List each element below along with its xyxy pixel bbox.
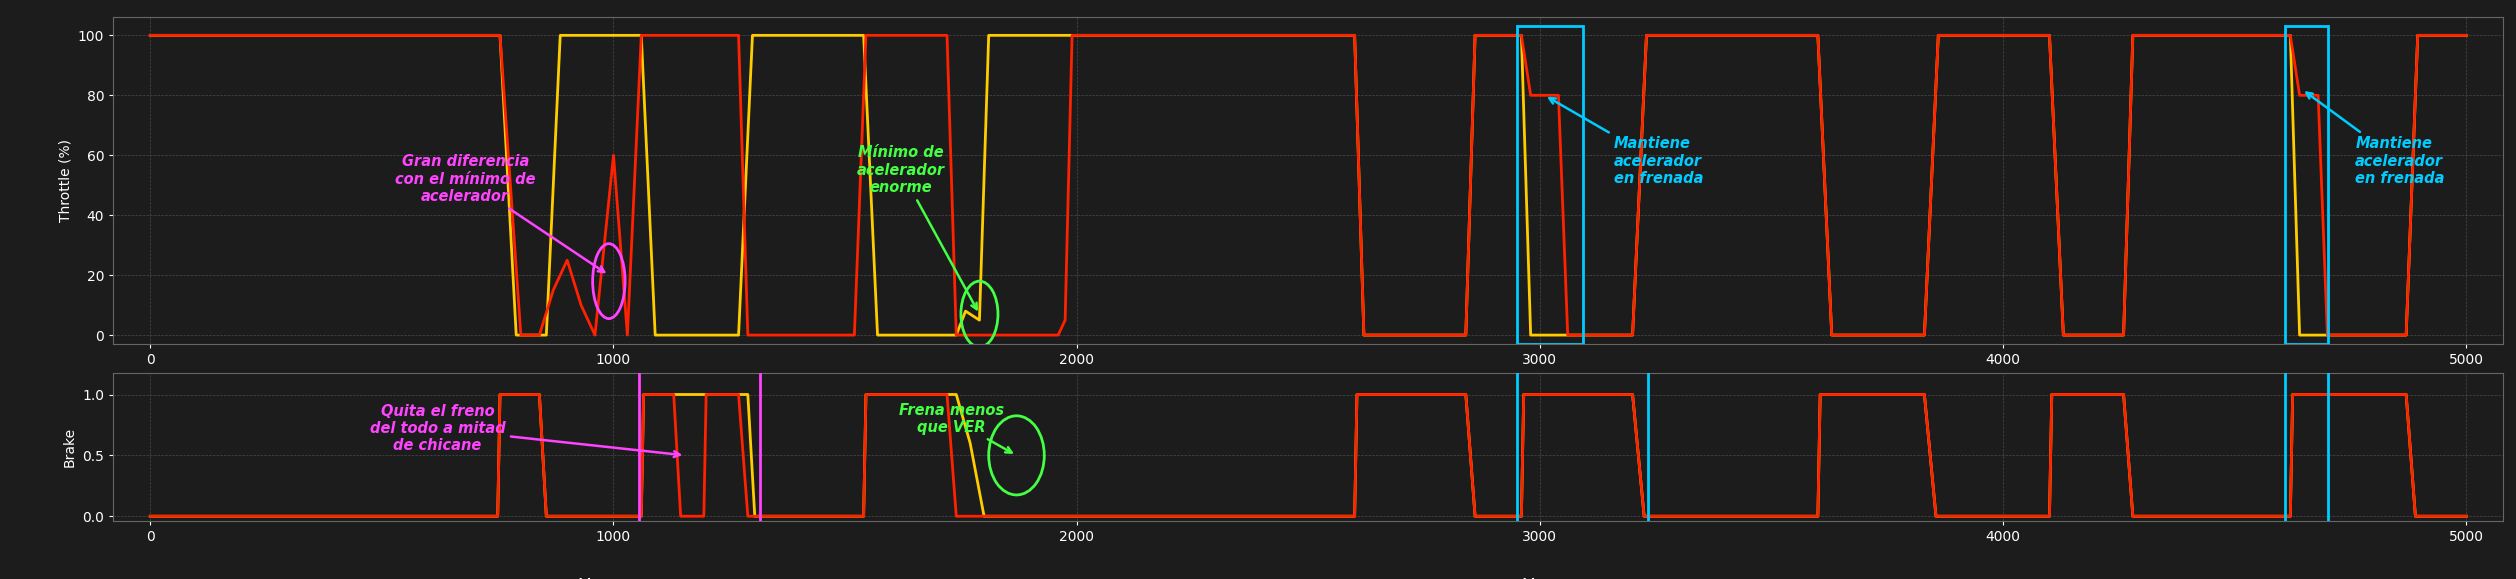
Text: Frena menos
que VER: Frena menos que VER bbox=[898, 402, 1011, 453]
Y-axis label: Brake: Brake bbox=[63, 427, 75, 467]
Text: Mantiene
acelerador
en frenada: Mantiene acelerador en frenada bbox=[2307, 93, 2446, 186]
Text: Curva 18: Curva 18 bbox=[1975, 577, 2033, 579]
Text: Chicane
11,12 y 13: Chicane 11,12 y 13 bbox=[1505, 577, 1575, 579]
Text: Mínimo de
acelerador
enorme: Mínimo de acelerador enorme bbox=[855, 145, 976, 309]
Y-axis label: Throttle (%): Throttle (%) bbox=[58, 139, 73, 222]
Text: Chicane 5 y 6: Chicane 5 y 6 bbox=[569, 577, 657, 579]
Text: Quita el freno
del todo a mitad
de chicane: Quita el freno del todo a mitad de chica… bbox=[370, 404, 679, 457]
Text: Gran diferencia
con el mínimo de
acelerador: Gran diferencia con el mínimo de acelera… bbox=[395, 155, 604, 272]
Text: Mantiene
acelerador
en frenada: Mantiene acelerador en frenada bbox=[1550, 98, 1703, 186]
Text: Curva 9: Curva 9 bbox=[1052, 577, 1102, 579]
